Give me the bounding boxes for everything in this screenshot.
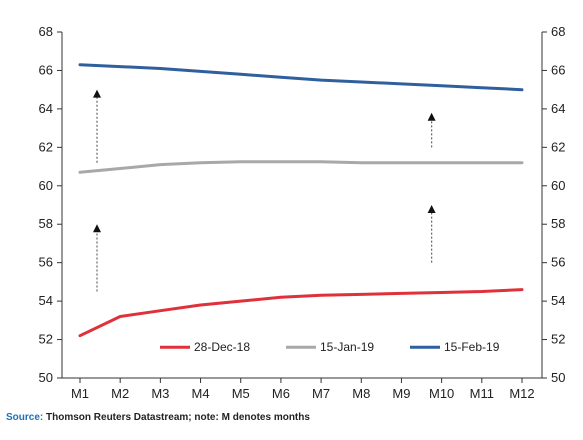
x-tick-label: M9: [392, 386, 410, 401]
y-tick-label-left: 54: [39, 293, 53, 308]
x-tick-label: M8: [352, 386, 370, 401]
legend: 28-Dec-18 15-Jan-19 15-Feb-19: [160, 340, 500, 354]
y-tick-label-right: 60: [551, 178, 565, 193]
y-tick-label-right: 62: [551, 139, 565, 154]
x-tick-label: M10: [429, 386, 454, 401]
y-tick-label-right: 58: [551, 216, 565, 231]
annotation-arrow-head: [427, 205, 436, 213]
annotation-arrows: [93, 89, 436, 292]
y-tick-label-right: 68: [551, 24, 565, 39]
legend-label: 15-Jan-19: [320, 340, 374, 354]
x-tick-label: M4: [192, 386, 210, 401]
x-tick-label: M5: [232, 386, 250, 401]
x-tick-label: M3: [151, 386, 169, 401]
x-tick-label: M7: [312, 386, 330, 401]
y-tick-label-right: 56: [551, 255, 565, 270]
y-tick-label-left: 58: [39, 216, 53, 231]
x-tick-label: M12: [509, 386, 534, 401]
source-text: Thomson Reuters Datastream; note: M deno…: [43, 412, 310, 423]
series-line: [78, 63, 524, 92]
x-tick-label: M11: [470, 386, 494, 401]
y-tick-label-left: 56: [39, 255, 53, 270]
x-tick-label: M6: [272, 386, 290, 401]
y-axis-right: 50 52 54 56 58 60 62 64 66 68: [541, 24, 565, 385]
series-line: [78, 160, 524, 174]
source-note: Source: Thomson Reuters Datastream; note…: [6, 412, 310, 423]
y-tick-label-left: 62: [39, 139, 53, 154]
y-tick-label-left: 64: [39, 101, 53, 116]
x-tick-label: M1: [71, 386, 89, 401]
y-tick-label-left: 60: [39, 178, 53, 193]
y-axis-left: 50 52 54 56 58 60 62 64 66 68: [39, 24, 63, 385]
y-tick-label-right: 66: [551, 62, 565, 77]
source-label: Source:: [6, 412, 44, 423]
y-tick-label-left: 68: [39, 24, 53, 39]
series-lines: [78, 63, 524, 338]
annotation-arrow-head: [93, 89, 101, 98]
y-tick-label-left: 52: [39, 332, 53, 347]
series-line: [78, 288, 524, 338]
annotation-arrow-head: [427, 112, 436, 121]
y-tick-label-right: 50: [551, 370, 565, 385]
annotation-arrow-head: [93, 224, 101, 233]
line-chart: 50 52 54 56 58 60 62 64 66 68 50 52 54 56 58 60 62 64 66 6…: [39, 24, 566, 401]
y-tick-label-left: 50: [39, 370, 53, 385]
y-tick-label-right: 54: [551, 293, 565, 308]
legend-label: 15-Feb-19: [444, 340, 500, 354]
y-tick-label-right: 64: [551, 101, 565, 116]
x-tick-label: M2: [111, 386, 129, 401]
y-tick-label-left: 66: [39, 62, 53, 77]
legend-label: 28-Dec-18: [194, 340, 250, 354]
x-axis: M1 M2 M3 M4 M5 M6 M7 M8 M9 M10 M11 M12: [62, 377, 542, 401]
y-tick-label-right: 52: [551, 332, 565, 347]
